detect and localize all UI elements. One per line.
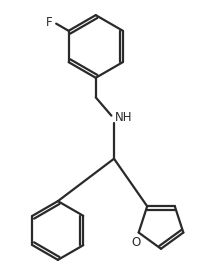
- Text: F: F: [46, 16, 52, 29]
- Text: O: O: [131, 236, 141, 249]
- Text: NH: NH: [115, 111, 133, 124]
